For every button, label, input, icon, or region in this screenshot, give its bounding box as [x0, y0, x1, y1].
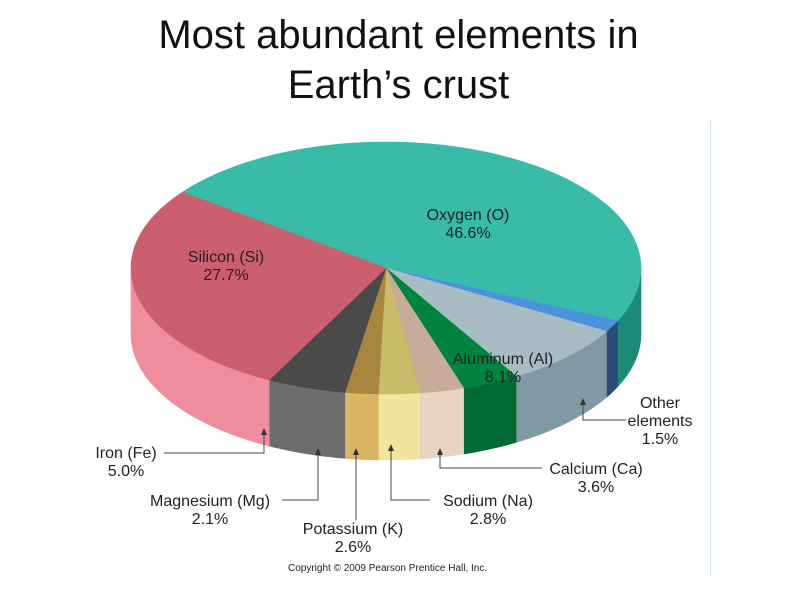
- slice-value-silicon: 27.7%: [203, 267, 248, 284]
- slice-value-magnesium: 2.1%: [192, 511, 228, 528]
- slice-label-iron: Iron (Fe) 5.0%: [95, 445, 156, 480]
- pie-slice-potassium: [378, 267, 421, 395]
- leader-arrow-potassium: [353, 448, 359, 455]
- slice-value-sodium: 2.8%: [470, 511, 506, 528]
- slice-label-sodium: Sodium (Na) 2.8%: [443, 493, 533, 528]
- pie-side-iron: [268, 379, 346, 459]
- slice-label-silicon: Silicon (Si) 27.7%: [188, 249, 264, 284]
- divider-line: [710, 120, 711, 575]
- slice-label-other-elements: Other elements 1.5%: [628, 395, 693, 448]
- pie-side-calcium: [463, 375, 517, 455]
- pie-side-magnesium: [344, 392, 379, 461]
- slice-label-calcium: Calcium (Ca) 3.6%: [549, 461, 642, 496]
- pie-slice-aluminum: [385, 267, 608, 377]
- slice-value-aluminum: 8.1%: [485, 369, 521, 386]
- pie-side-potassium: [378, 392, 421, 461]
- slice-label-potassium: Potassium (K) 2.6%: [303, 521, 403, 556]
- pie-side-sodium: [419, 387, 464, 460]
- slice-value-oxygen: 46.6%: [445, 225, 490, 242]
- leader-arrow-other-elements: [580, 398, 586, 405]
- slice-label-magnesium: Magnesium (Mg) 2.1%: [150, 493, 270, 528]
- pie-side-other-elements: [606, 320, 618, 398]
- title-line-1: Most abundant elements in: [158, 13, 639, 57]
- leader-lines: [164, 398, 626, 520]
- slice-value-calcium: 3.6%: [578, 479, 614, 496]
- leader-line-sodium: [390, 448, 430, 501]
- leader-arrow-sodium: [388, 444, 394, 451]
- slice-value-iron: 5.0%: [108, 463, 144, 480]
- leader-arrow-iron: [261, 428, 267, 435]
- copyright-text: Copyright © 2009 Pearson Prentice Hall, …: [288, 563, 487, 574]
- slice-value-potassium: 2.6%: [335, 539, 371, 556]
- pie-slice-calcium: [385, 267, 517, 389]
- leader-line-iron: [164, 432, 265, 454]
- chart-title: Most abundant elements in Earth’s crust: [0, 10, 797, 110]
- pie-slice-oxygen: [181, 141, 642, 322]
- pie-slice-silicon: [130, 191, 387, 381]
- slice-label-aluminum: Aluminum (Al) 8.1%: [453, 351, 553, 386]
- pie-slice-sodium: [385, 267, 465, 394]
- pie-tops: [130, 141, 642, 395]
- leader-line-magnesium: [282, 452, 319, 501]
- leader-line-calcium: [439, 452, 542, 469]
- slice-label-oxygen: Oxygen (O) 46.6%: [427, 207, 510, 242]
- leader-arrow-magnesium: [315, 448, 321, 455]
- pie-slice-iron: [268, 267, 387, 393]
- leader-line-other-elements: [582, 402, 626, 421]
- slice-labels: Oxygen (O) 46.6% Other elements 1.5% Aluminum…: [95, 207, 692, 556]
- title-line-2: Earth’s crust: [287, 63, 510, 107]
- leader-arrow-calcium: [437, 448, 443, 455]
- slice-value-other-elements: 1.5%: [642, 431, 678, 448]
